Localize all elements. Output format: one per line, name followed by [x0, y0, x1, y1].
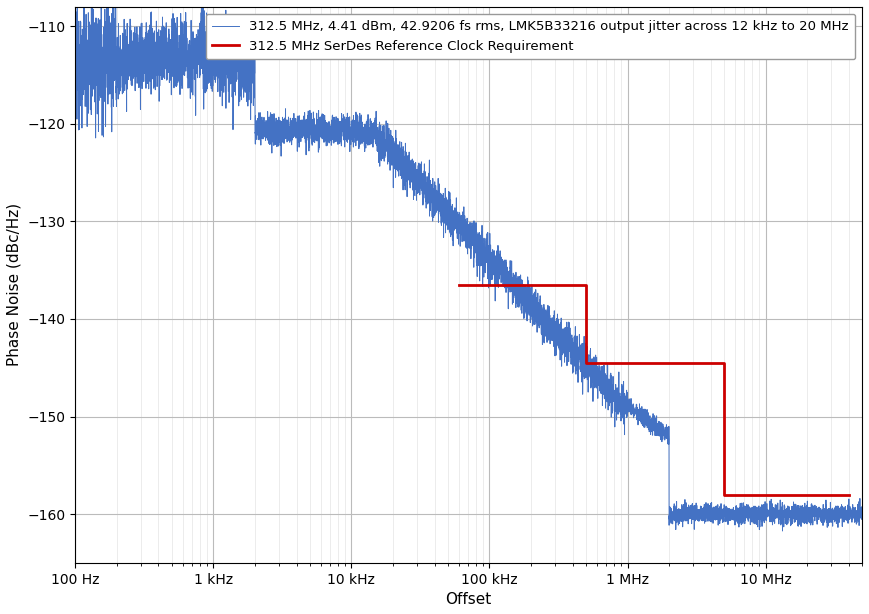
Line: 312.5 MHz SerDes Reference Clock Requirement: 312.5 MHz SerDes Reference Clock Require…: [459, 285, 849, 494]
312.5 MHz, 4.41 dBm, 42.9206 fs rms, LMK5B33216 output jitter across 12 kHz to 20 MHz: [70, 3, 81, 10]
Legend: 312.5 MHz, 4.41 dBm, 42.9206 fs rms, LMK5B33216 output jitter across 12 kHz to 2: 312.5 MHz, 4.41 dBm, 42.9206 fs rms, LMK…: [206, 14, 855, 60]
312.5 MHz SerDes Reference Clock Requirement: [580, 359, 591, 367]
312.5 MHz, 4.41 dBm, 42.9206 fs rms, LMK5B33216 output jitter across 12 kHz to 20 MHz: [109, 56, 120, 64]
312.5 MHz SerDes Reference Clock Requirement: [719, 491, 729, 498]
312.5 MHz SerDes Reference Clock Requirement: [580, 281, 591, 289]
Y-axis label: Phase Noise (dBc/Hz): Phase Noise (dBc/Hz): [7, 203, 22, 367]
312.5 MHz, 4.41 dBm, 42.9206 fs rms, LMK5B33216 output jitter across 12 kHz to 20 MHz: [570, 351, 580, 359]
312.5 MHz SerDes Reference Clock Requirement: [454, 281, 464, 289]
312.5 MHz SerDes Reference Clock Requirement: [844, 491, 854, 498]
312.5 MHz, 4.41 dBm, 42.9206 fs rms, LMK5B33216 output jitter across 12 kHz to 20 MHz: [70, 63, 81, 70]
Line: 312.5 MHz, 4.41 dBm, 42.9206 fs rms, LMK5B33216 output jitter across 12 kHz to 20 MHz: 312.5 MHz, 4.41 dBm, 42.9206 fs rms, LMK…: [76, 7, 862, 531]
312.5 MHz, 4.41 dBm, 42.9206 fs rms, LMK5B33216 output jitter across 12 kHz to 20 MHz: [695, 510, 706, 518]
312.5 MHz, 4.41 dBm, 42.9206 fs rms, LMK5B33216 output jitter across 12 kHz to 20 MHz: [777, 527, 787, 535]
X-axis label: Offset: Offset: [446, 592, 492, 607]
312.5 MHz, 4.41 dBm, 42.9206 fs rms, LMK5B33216 output jitter across 12 kHz to 20 MHz: [857, 507, 867, 515]
312.5 MHz, 4.41 dBm, 42.9206 fs rms, LMK5B33216 output jitter across 12 kHz to 20 MHz: [355, 123, 366, 131]
312.5 MHz, 4.41 dBm, 42.9206 fs rms, LMK5B33216 output jitter across 12 kHz to 20 MHz: [653, 426, 664, 433]
312.5 MHz SerDes Reference Clock Requirement: [719, 359, 729, 367]
312.5 MHz, 4.41 dBm, 42.9206 fs rms, LMK5B33216 output jitter across 12 kHz to 20 MHz: [535, 320, 546, 327]
